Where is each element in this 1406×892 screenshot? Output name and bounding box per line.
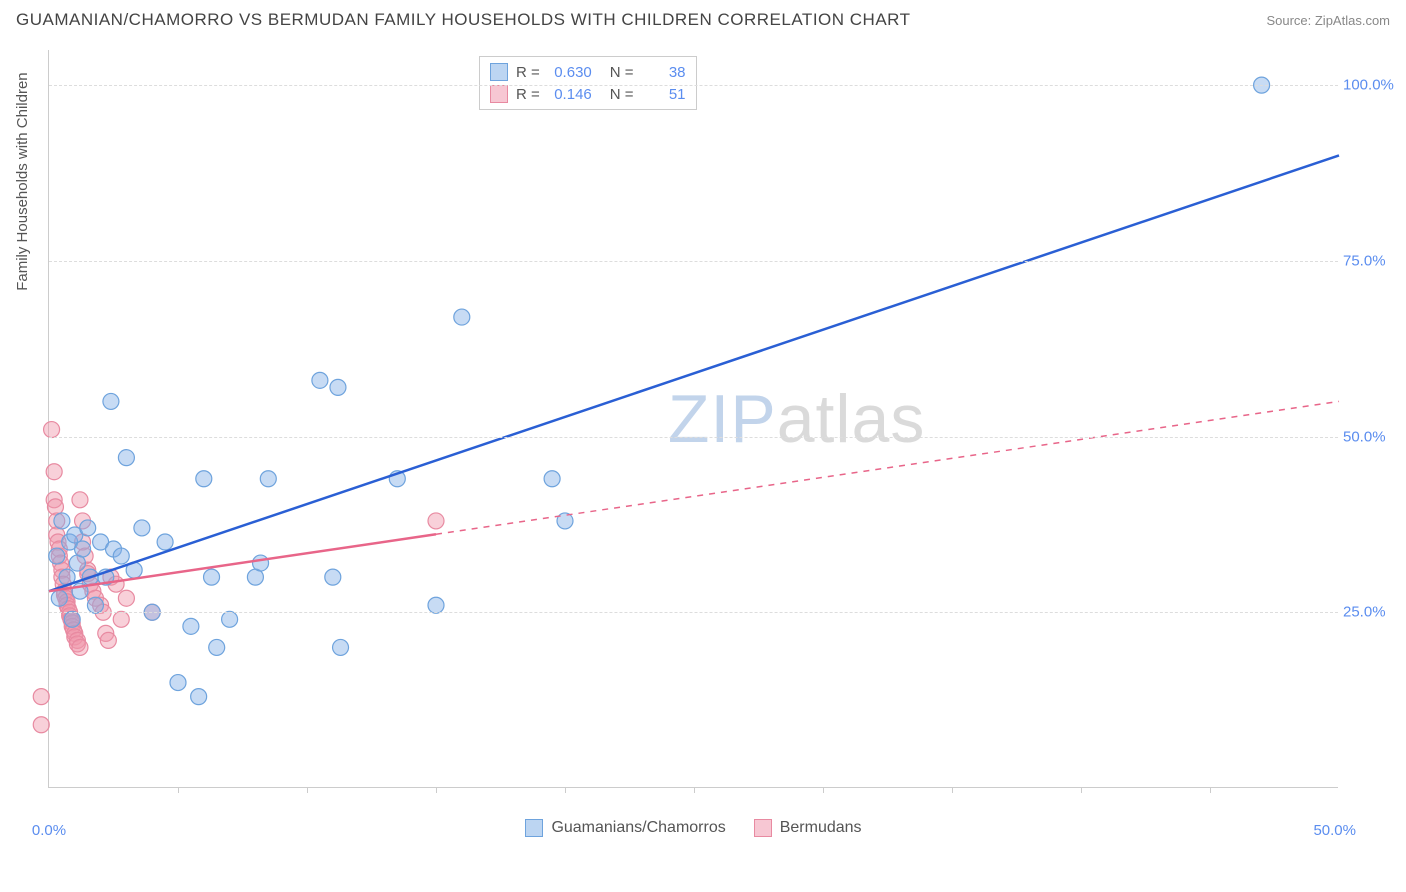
data-point bbox=[64, 611, 80, 627]
data-point bbox=[312, 372, 328, 388]
legend-item: Guamanians/Chamorros bbox=[525, 819, 725, 837]
chart-plot-area: R =0.630N =38R =0.146N =51 ZIPatlas Guam… bbox=[48, 50, 1338, 788]
data-point bbox=[87, 597, 103, 613]
legend-swatch bbox=[490, 63, 508, 81]
data-point bbox=[46, 464, 62, 480]
legend-stat-label: R = bbox=[516, 86, 540, 103]
data-point bbox=[118, 590, 134, 606]
data-point bbox=[49, 548, 65, 564]
legend-n-value: 51 bbox=[642, 86, 686, 103]
data-point bbox=[333, 639, 349, 655]
data-point bbox=[103, 393, 119, 409]
regression-line-extrapolated bbox=[436, 401, 1339, 534]
legend-stat-label: N = bbox=[610, 64, 634, 81]
legend-stat-label: R = bbox=[516, 64, 540, 81]
x-tick bbox=[307, 787, 308, 793]
legend-row: R = 0.630 N = 38 bbox=[490, 61, 686, 83]
legend-swatch bbox=[754, 819, 772, 837]
data-point bbox=[100, 632, 116, 648]
scatter-plot-svg bbox=[49, 50, 1338, 787]
data-point bbox=[325, 569, 341, 585]
data-point bbox=[204, 569, 220, 585]
data-point bbox=[454, 309, 470, 325]
data-point bbox=[134, 520, 150, 536]
data-point bbox=[557, 513, 573, 529]
gridline bbox=[49, 85, 1338, 86]
data-point bbox=[209, 639, 225, 655]
data-point bbox=[72, 492, 88, 508]
legend-stat-label: N = bbox=[610, 86, 634, 103]
data-point bbox=[196, 471, 212, 487]
data-point bbox=[183, 618, 199, 634]
data-point bbox=[170, 675, 186, 691]
x-tick bbox=[178, 787, 179, 793]
data-point bbox=[72, 639, 88, 655]
source-attribution: Source: ZipAtlas.com bbox=[1266, 13, 1390, 28]
x-tick bbox=[565, 787, 566, 793]
data-point bbox=[191, 689, 207, 705]
x-tick bbox=[823, 787, 824, 793]
data-point bbox=[33, 717, 49, 733]
data-point bbox=[51, 590, 67, 606]
legend-swatch bbox=[490, 85, 508, 103]
data-point bbox=[428, 597, 444, 613]
y-tick-label: 75.0% bbox=[1343, 252, 1398, 269]
legend-series-name: Bermudans bbox=[780, 819, 862, 837]
series-legend: Guamanians/Chamorros Bermudans bbox=[49, 819, 1338, 837]
x-tick bbox=[1081, 787, 1082, 793]
y-tick-label: 50.0% bbox=[1343, 428, 1398, 445]
chart-title: GUAMANIAN/CHAMORRO VS BERMUDAN FAMILY HO… bbox=[16, 10, 911, 30]
x-tick bbox=[694, 787, 695, 793]
gridline bbox=[49, 437, 1338, 438]
legend-r-value: 0.146 bbox=[548, 86, 592, 103]
legend-swatch bbox=[525, 819, 543, 837]
y-tick-label: 100.0% bbox=[1343, 77, 1398, 94]
x-tick bbox=[436, 787, 437, 793]
regression-line bbox=[49, 155, 1339, 591]
data-point bbox=[157, 534, 173, 550]
gridline bbox=[49, 261, 1338, 262]
data-point bbox=[253, 555, 269, 571]
data-point bbox=[330, 379, 346, 395]
x-tick-label: 50.0% bbox=[1313, 822, 1356, 839]
x-tick-label: 0.0% bbox=[32, 822, 66, 839]
legend-item: Bermudans bbox=[754, 819, 862, 837]
data-point bbox=[113, 548, 129, 564]
data-point bbox=[75, 541, 91, 557]
legend-r-value: 0.630 bbox=[548, 64, 592, 81]
gridline bbox=[49, 612, 1338, 613]
data-point bbox=[113, 611, 129, 627]
data-point bbox=[44, 422, 60, 438]
data-point bbox=[428, 513, 444, 529]
y-tick-label: 25.0% bbox=[1343, 604, 1398, 621]
data-point bbox=[118, 450, 134, 466]
data-point bbox=[33, 689, 49, 705]
data-point bbox=[54, 513, 70, 529]
data-point bbox=[260, 471, 276, 487]
legend-n-value: 38 bbox=[642, 64, 686, 81]
data-point bbox=[80, 520, 96, 536]
legend-series-name: Guamanians/Chamorros bbox=[551, 819, 725, 837]
correlation-legend: R = 0.630 N = 38 R = 0.146 N = 51 bbox=[479, 56, 697, 110]
y-axis-label: Family Households with Children bbox=[14, 72, 31, 290]
x-tick bbox=[1210, 787, 1211, 793]
data-point bbox=[544, 471, 560, 487]
data-point bbox=[222, 611, 238, 627]
legend-row: R = 0.146 N = 51 bbox=[490, 83, 686, 105]
x-tick bbox=[952, 787, 953, 793]
